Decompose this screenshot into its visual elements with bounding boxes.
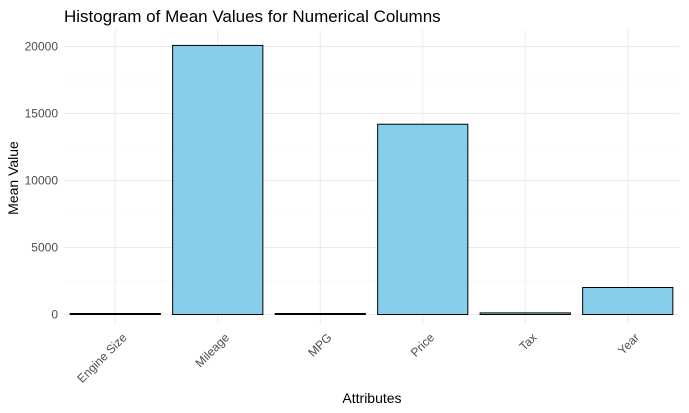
y-axis-ticks: 0 5000 10000 15000 20000 bbox=[25, 40, 59, 322]
bar-year bbox=[582, 286, 674, 315]
bar-tax bbox=[479, 312, 571, 315]
y-tick-label: 0 bbox=[51, 308, 58, 322]
y-tick-label: 15000 bbox=[25, 107, 59, 121]
bar-mpg bbox=[274, 313, 366, 315]
y-tick-label: 20000 bbox=[25, 40, 59, 54]
y-tick-label: 10000 bbox=[25, 174, 59, 188]
x-axis-title: Attributes bbox=[342, 390, 401, 406]
bar-price bbox=[377, 123, 469, 315]
bar-mileage bbox=[172, 44, 264, 315]
y-axis-title: Mean Value bbox=[5, 141, 21, 215]
bar-engine-size bbox=[69, 313, 161, 315]
y-tick-label: 5000 bbox=[31, 241, 58, 255]
bars bbox=[69, 44, 674, 315]
chart-title: Histogram of Mean Values for Numerical C… bbox=[64, 7, 441, 26]
